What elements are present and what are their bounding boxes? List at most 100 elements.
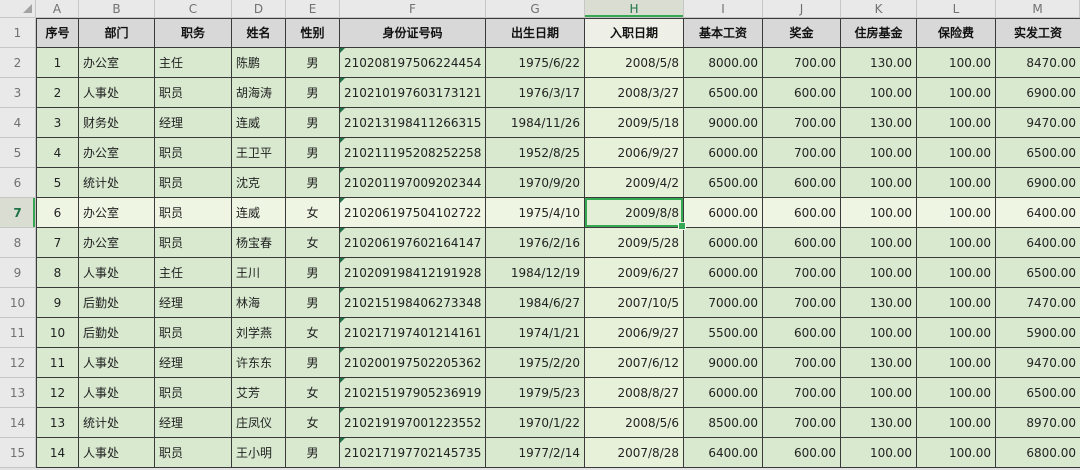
column-header-C[interactable]: C: [155, 0, 232, 18]
cell-H2[interactable]: 2008/5/8: [585, 48, 684, 78]
column-header-B[interactable]: B: [79, 0, 155, 18]
row-header-10[interactable]: 10: [0, 288, 36, 318]
cell-I2[interactable]: 8000.00: [684, 48, 763, 78]
cell-A8[interactable]: 7: [36, 228, 79, 258]
cell-L3[interactable]: 100.00: [917, 78, 996, 108]
cell-A2[interactable]: 1: [36, 48, 79, 78]
column-header-F[interactable]: F: [340, 0, 486, 18]
cell-I7[interactable]: 6000.00: [684, 198, 763, 228]
cell-K6[interactable]: 100.00: [841, 168, 917, 198]
cell-I13[interactable]: 6000.00: [684, 378, 763, 408]
cell-H15[interactable]: 2007/8/28: [585, 438, 684, 468]
cell-C8[interactable]: 职员: [155, 228, 232, 258]
column-header-I[interactable]: I: [684, 0, 763, 18]
cell-H12[interactable]: 2007/6/12: [585, 348, 684, 378]
cell-K3[interactable]: 100.00: [841, 78, 917, 108]
cell-B7[interactable]: 办公室: [79, 198, 155, 228]
cell-C6[interactable]: 职员: [155, 168, 232, 198]
cell-B14[interactable]: 统计处: [79, 408, 155, 438]
cell-F3[interactable]: 210210197603173121: [340, 78, 486, 108]
cell-J6[interactable]: 600.00: [763, 168, 841, 198]
cell-C12[interactable]: 经理: [155, 348, 232, 378]
cell-J15[interactable]: 600.00: [763, 438, 841, 468]
cell-G5[interactable]: 1952/8/25: [486, 138, 585, 168]
cell-L15[interactable]: 100.00: [917, 438, 996, 468]
row-header-11[interactable]: 11: [0, 318, 36, 348]
header-cell-J[interactable]: 奖金: [763, 18, 841, 48]
cell-A9[interactable]: 8: [36, 258, 79, 288]
cell-A3[interactable]: 2: [36, 78, 79, 108]
cell-C11[interactable]: 职员: [155, 318, 232, 348]
header-cell-B[interactable]: 部门: [79, 18, 155, 48]
cell-B8[interactable]: 办公室: [79, 228, 155, 258]
cell-M5[interactable]: 6500.00: [996, 138, 1080, 168]
cell-M6[interactable]: 6900.00: [996, 168, 1080, 198]
cell-E2[interactable]: 男: [286, 48, 340, 78]
cell-F14[interactable]: 210219197001223552: [340, 408, 486, 438]
cell-M8[interactable]: 6400.00: [996, 228, 1080, 258]
cell-M3[interactable]: 6900.00: [996, 78, 1080, 108]
cell-H6[interactable]: 2009/4/2: [585, 168, 684, 198]
cell-D9[interactable]: 王川: [232, 258, 286, 288]
cell-A13[interactable]: 12: [36, 378, 79, 408]
cell-H8[interactable]: 2009/5/28: [585, 228, 684, 258]
cell-K13[interactable]: 100.00: [841, 378, 917, 408]
cell-B10[interactable]: 后勤处: [79, 288, 155, 318]
cell-L7[interactable]: 100.00: [917, 198, 996, 228]
cell-M12[interactable]: 9470.00: [996, 348, 1080, 378]
row-header-15[interactable]: 15: [0, 438, 36, 468]
cell-D7[interactable]: 连威: [232, 198, 286, 228]
cell-M11[interactable]: 5900.00: [996, 318, 1080, 348]
cell-L10[interactable]: 100.00: [917, 288, 996, 318]
cell-D4[interactable]: 连威: [232, 108, 286, 138]
column-header-D[interactable]: D: [232, 0, 286, 18]
cell-D12[interactable]: 许东东: [232, 348, 286, 378]
row-header-14[interactable]: 14: [0, 408, 36, 438]
cell-M14[interactable]: 8970.00: [996, 408, 1080, 438]
column-header-H[interactable]: H: [585, 0, 684, 18]
cell-A7[interactable]: 6: [36, 198, 79, 228]
cell-L9[interactable]: 100.00: [917, 258, 996, 288]
cell-D3[interactable]: 胡海涛: [232, 78, 286, 108]
cell-M2[interactable]: 8470.00: [996, 48, 1080, 78]
cell-M7[interactable]: 6400.00: [996, 198, 1080, 228]
cell-M13[interactable]: 6500.00: [996, 378, 1080, 408]
cell-G12[interactable]: 1975/2/20: [486, 348, 585, 378]
cell-E15[interactable]: 男: [286, 438, 340, 468]
cell-C13[interactable]: 职员: [155, 378, 232, 408]
cell-L5[interactable]: 100.00: [917, 138, 996, 168]
cell-B3[interactable]: 人事处: [79, 78, 155, 108]
column-header-J[interactable]: J: [763, 0, 841, 18]
cell-B12[interactable]: 人事处: [79, 348, 155, 378]
fill-handle[interactable]: [678, 222, 686, 230]
cell-I10[interactable]: 7000.00: [684, 288, 763, 318]
cell-G8[interactable]: 1976/2/16: [486, 228, 585, 258]
cell-E5[interactable]: 男: [286, 138, 340, 168]
cell-B5[interactable]: 办公室: [79, 138, 155, 168]
cell-A5[interactable]: 4: [36, 138, 79, 168]
cell-F5[interactable]: 210211195208252258: [340, 138, 486, 168]
cell-I15[interactable]: 6400.00: [684, 438, 763, 468]
column-header-K[interactable]: K: [841, 0, 917, 18]
cell-M15[interactable]: 6800.00: [996, 438, 1080, 468]
column-header-E[interactable]: E: [286, 0, 340, 18]
header-cell-L[interactable]: 保险费: [917, 18, 996, 48]
cell-C3[interactable]: 职员: [155, 78, 232, 108]
cell-F12[interactable]: 210200197502205362: [340, 348, 486, 378]
cell-H5[interactable]: 2006/9/27: [585, 138, 684, 168]
cell-J11[interactable]: 600.00: [763, 318, 841, 348]
cell-K5[interactable]: 100.00: [841, 138, 917, 168]
header-cell-G[interactable]: 出生日期: [486, 18, 585, 48]
row-header-12[interactable]: 12: [0, 348, 36, 378]
cell-B9[interactable]: 人事处: [79, 258, 155, 288]
cell-F4[interactable]: 210213198411266315: [340, 108, 486, 138]
header-cell-A[interactable]: 序号: [36, 18, 79, 48]
cell-E14[interactable]: 女: [286, 408, 340, 438]
row-header-13[interactable]: 13: [0, 378, 36, 408]
cell-D6[interactable]: 沈克: [232, 168, 286, 198]
cell-L4[interactable]: 100.00: [917, 108, 996, 138]
cell-G15[interactable]: 1977/2/14: [486, 438, 585, 468]
cell-D5[interactable]: 王卫平: [232, 138, 286, 168]
cell-D11[interactable]: 刘学燕: [232, 318, 286, 348]
cell-E12[interactable]: 男: [286, 348, 340, 378]
